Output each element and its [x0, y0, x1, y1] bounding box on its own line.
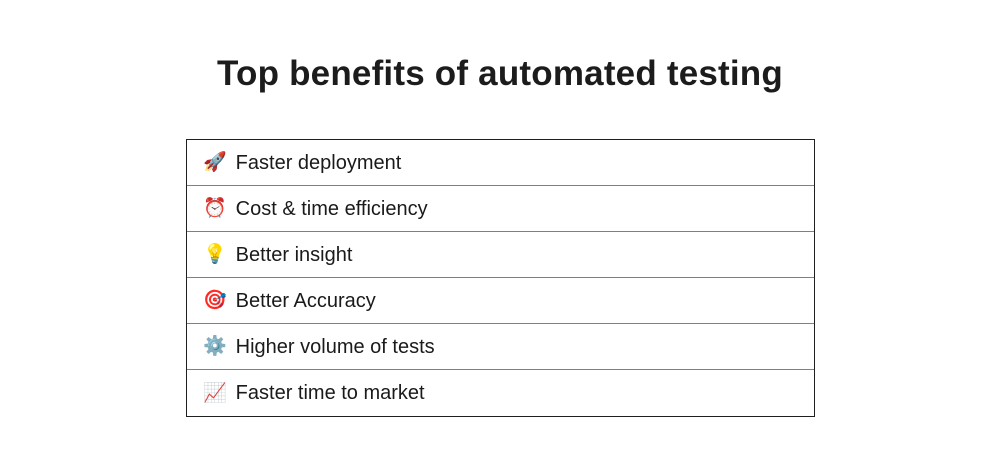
benefit-row-faster-time-to-market: 📈 Faster time to market — [187, 370, 814, 416]
target-icon: 🎯 — [203, 290, 227, 311]
benefit-label: Better insight — [235, 243, 353, 266]
alarm-clock-icon: ⏰ — [203, 198, 227, 219]
benefit-label: Better Accuracy — [235, 289, 376, 312]
benefit-row-better-insight: 💡 Better insight — [187, 232, 814, 278]
gear-icon: ⚙️ — [203, 336, 227, 357]
rocket-icon: 🚀 — [203, 152, 227, 173]
benefit-row-faster-deployment: 🚀 Faster deployment — [187, 140, 814, 186]
benefit-label: Cost & time efficiency — [235, 197, 428, 220]
benefit-label: Higher volume of tests — [235, 335, 435, 358]
chart-increasing-icon: 📈 — [203, 382, 227, 404]
benefit-label: Faster time to market — [235, 382, 425, 404]
benefits-table: 🚀 Faster deployment ⏰ Cost & time effici… — [186, 139, 815, 417]
benefit-row-higher-volume-of-tests: ⚙️ Higher volume of tests — [187, 324, 814, 370]
benefit-row-cost-time-efficiency: ⏰ Cost & time efficiency — [187, 186, 814, 232]
benefit-row-better-accuracy: 🎯 Better Accuracy — [187, 278, 814, 324]
light-bulb-icon: 💡 — [203, 244, 227, 265]
benefit-label: Faster deployment — [235, 151, 402, 174]
page-title: Top benefits of automated testing — [217, 54, 783, 93]
